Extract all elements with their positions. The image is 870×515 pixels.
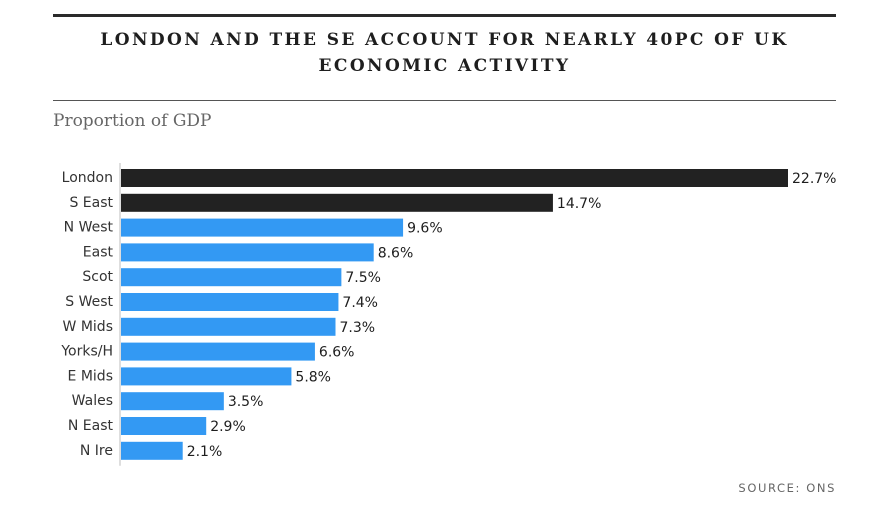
category-label: N East xyxy=(68,418,114,434)
source-note: SOURCE: ONS xyxy=(738,481,836,495)
title-divider xyxy=(53,100,836,101)
chart-subtitle: Proportion of GDP xyxy=(53,111,212,131)
bar-e-mids xyxy=(121,367,292,386)
category-label: W Mids xyxy=(63,319,113,335)
category-label: N West xyxy=(64,220,114,236)
bar-scot xyxy=(121,268,342,287)
bar-n-east xyxy=(121,417,207,435)
value-label: 8.6% xyxy=(378,245,414,261)
value-label: 9.6% xyxy=(407,221,443,237)
value-label: 14.7% xyxy=(557,196,601,212)
category-label: Scot xyxy=(82,269,113,285)
value-label: 2.9% xyxy=(210,419,246,435)
value-label: 22.7% xyxy=(792,171,836,187)
bar-n-west xyxy=(121,218,404,237)
category-label: E Mids xyxy=(68,368,113,384)
value-label: 7.4% xyxy=(342,295,378,311)
value-label: 7.5% xyxy=(345,270,381,286)
bar-yorks-h xyxy=(121,342,315,361)
value-label: 3.5% xyxy=(228,394,264,410)
category-label: S East xyxy=(69,195,113,211)
value-label: 2.1% xyxy=(187,444,223,460)
value-label: 6.6% xyxy=(319,345,355,361)
chart-card: LONDON AND THE SE ACCOUNT FOR NEARLY 40P… xyxy=(53,14,836,504)
bar-london xyxy=(121,169,788,187)
value-label: 7.3% xyxy=(339,320,375,336)
bar-s-west xyxy=(121,293,339,311)
bar-n-ire xyxy=(121,441,183,460)
bar-wales xyxy=(121,392,224,411)
category-label: S West xyxy=(65,294,113,310)
category-label: Wales xyxy=(72,393,113,409)
bar-w-mids xyxy=(121,317,336,336)
bar-east xyxy=(121,243,374,262)
category-label: London xyxy=(62,170,113,186)
chart-title: LONDON AND THE SE ACCOUNT FOR NEARLY 40P… xyxy=(100,30,789,76)
bar-chart: London 22.7% S East 14.7% N West 9.6% East 8.6%… xyxy=(60,163,836,466)
value-label: 5.8% xyxy=(295,369,331,385)
category-label: N Ire xyxy=(80,443,113,459)
bar-s-east xyxy=(121,193,553,212)
top-rule xyxy=(53,14,836,17)
category-label: Yorks/H xyxy=(60,344,113,360)
category-label: East xyxy=(83,244,114,260)
